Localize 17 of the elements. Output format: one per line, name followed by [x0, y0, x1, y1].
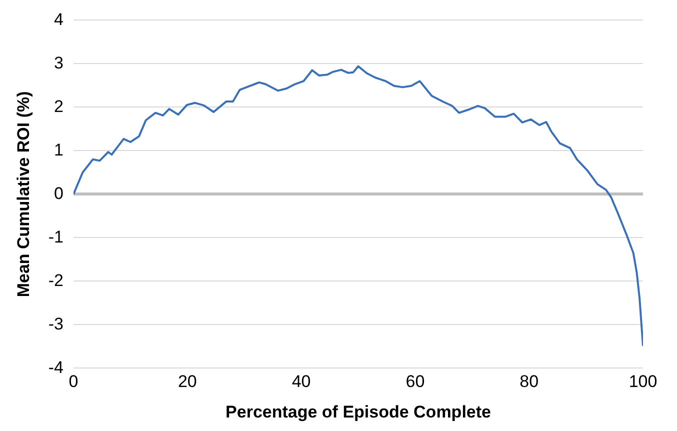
y-tick-label: 1: [54, 140, 64, 160]
y-tick-label: 4: [54, 10, 64, 29]
x-tick-label: 20: [178, 372, 197, 392]
y-tick-label: -4: [48, 358, 64, 377]
y-tick-label: -1: [48, 227, 64, 246]
y-tick-label: 0: [54, 184, 64, 203]
x-tick-label: 0: [68, 372, 78, 392]
x-axis-title: Percentage of Episode Complete: [226, 402, 491, 422]
x-tick-label: 100: [628, 372, 658, 392]
x-tick-label: 60: [406, 372, 425, 392]
y-tick-label: 3: [54, 53, 64, 72]
x-tick-label: 80: [520, 372, 539, 392]
y-tick-label: -2: [48, 270, 64, 290]
y-tick-label: 2: [54, 96, 64, 116]
y-tick-label: -3: [48, 314, 64, 334]
x-tick-label: 40: [292, 372, 311, 392]
y-axis-title: Mean Cumulative ROI (%): [14, 91, 33, 298]
